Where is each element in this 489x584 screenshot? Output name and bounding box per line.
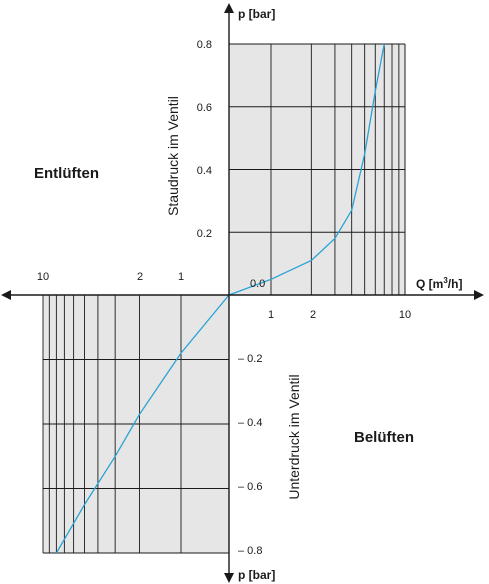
y-axis-bottom-title: p [bar] — [238, 568, 275, 582]
y-tick-neg-0.6: – 0.6 — [238, 481, 262, 493]
x-tick-neg-2: 2 — [137, 271, 143, 283]
y-tick-neg-0.4: – 0.4 — [238, 417, 262, 429]
upper-pressure-curve — [228, 43, 385, 296]
x-tick-2: 2 — [310, 309, 316, 321]
x-axis-title: Q [m3/h] — [416, 276, 462, 291]
y-tick-0.2: 0.2 — [197, 228, 212, 240]
lower-grid — [42, 295, 229, 554]
quadrant-label-entlueften: Entlüften — [34, 165, 99, 182]
upper-grid — [229, 43, 406, 295]
staudruck-label: Staudruck im Ventil — [165, 96, 181, 216]
y-tick-0.8: 0.8 — [197, 39, 212, 51]
y-tick-neg-0.8: – 0.8 — [238, 545, 262, 557]
lower-pressure-curve — [55, 294, 230, 554]
y-axis-top-title: p [bar] — [238, 7, 275, 21]
unterdruck-label: Unterdruck im Ventil — [286, 374, 302, 499]
x-tick-1: 1 — [268, 309, 274, 321]
y-tick-0.4: 0.4 — [197, 165, 212, 177]
y-tick-0.6: 0.6 — [197, 102, 212, 114]
y-tick-neg-0.2: – 0.2 — [238, 353, 262, 365]
x-tick-10: 10 — [399, 309, 411, 321]
origin-label: 0.0 — [250, 278, 265, 290]
x-tick-neg-10: 10 — [37, 271, 49, 283]
x-tick-neg-1: 1 — [178, 271, 184, 283]
quadrant-label-belueften: Belüften — [354, 429, 414, 446]
